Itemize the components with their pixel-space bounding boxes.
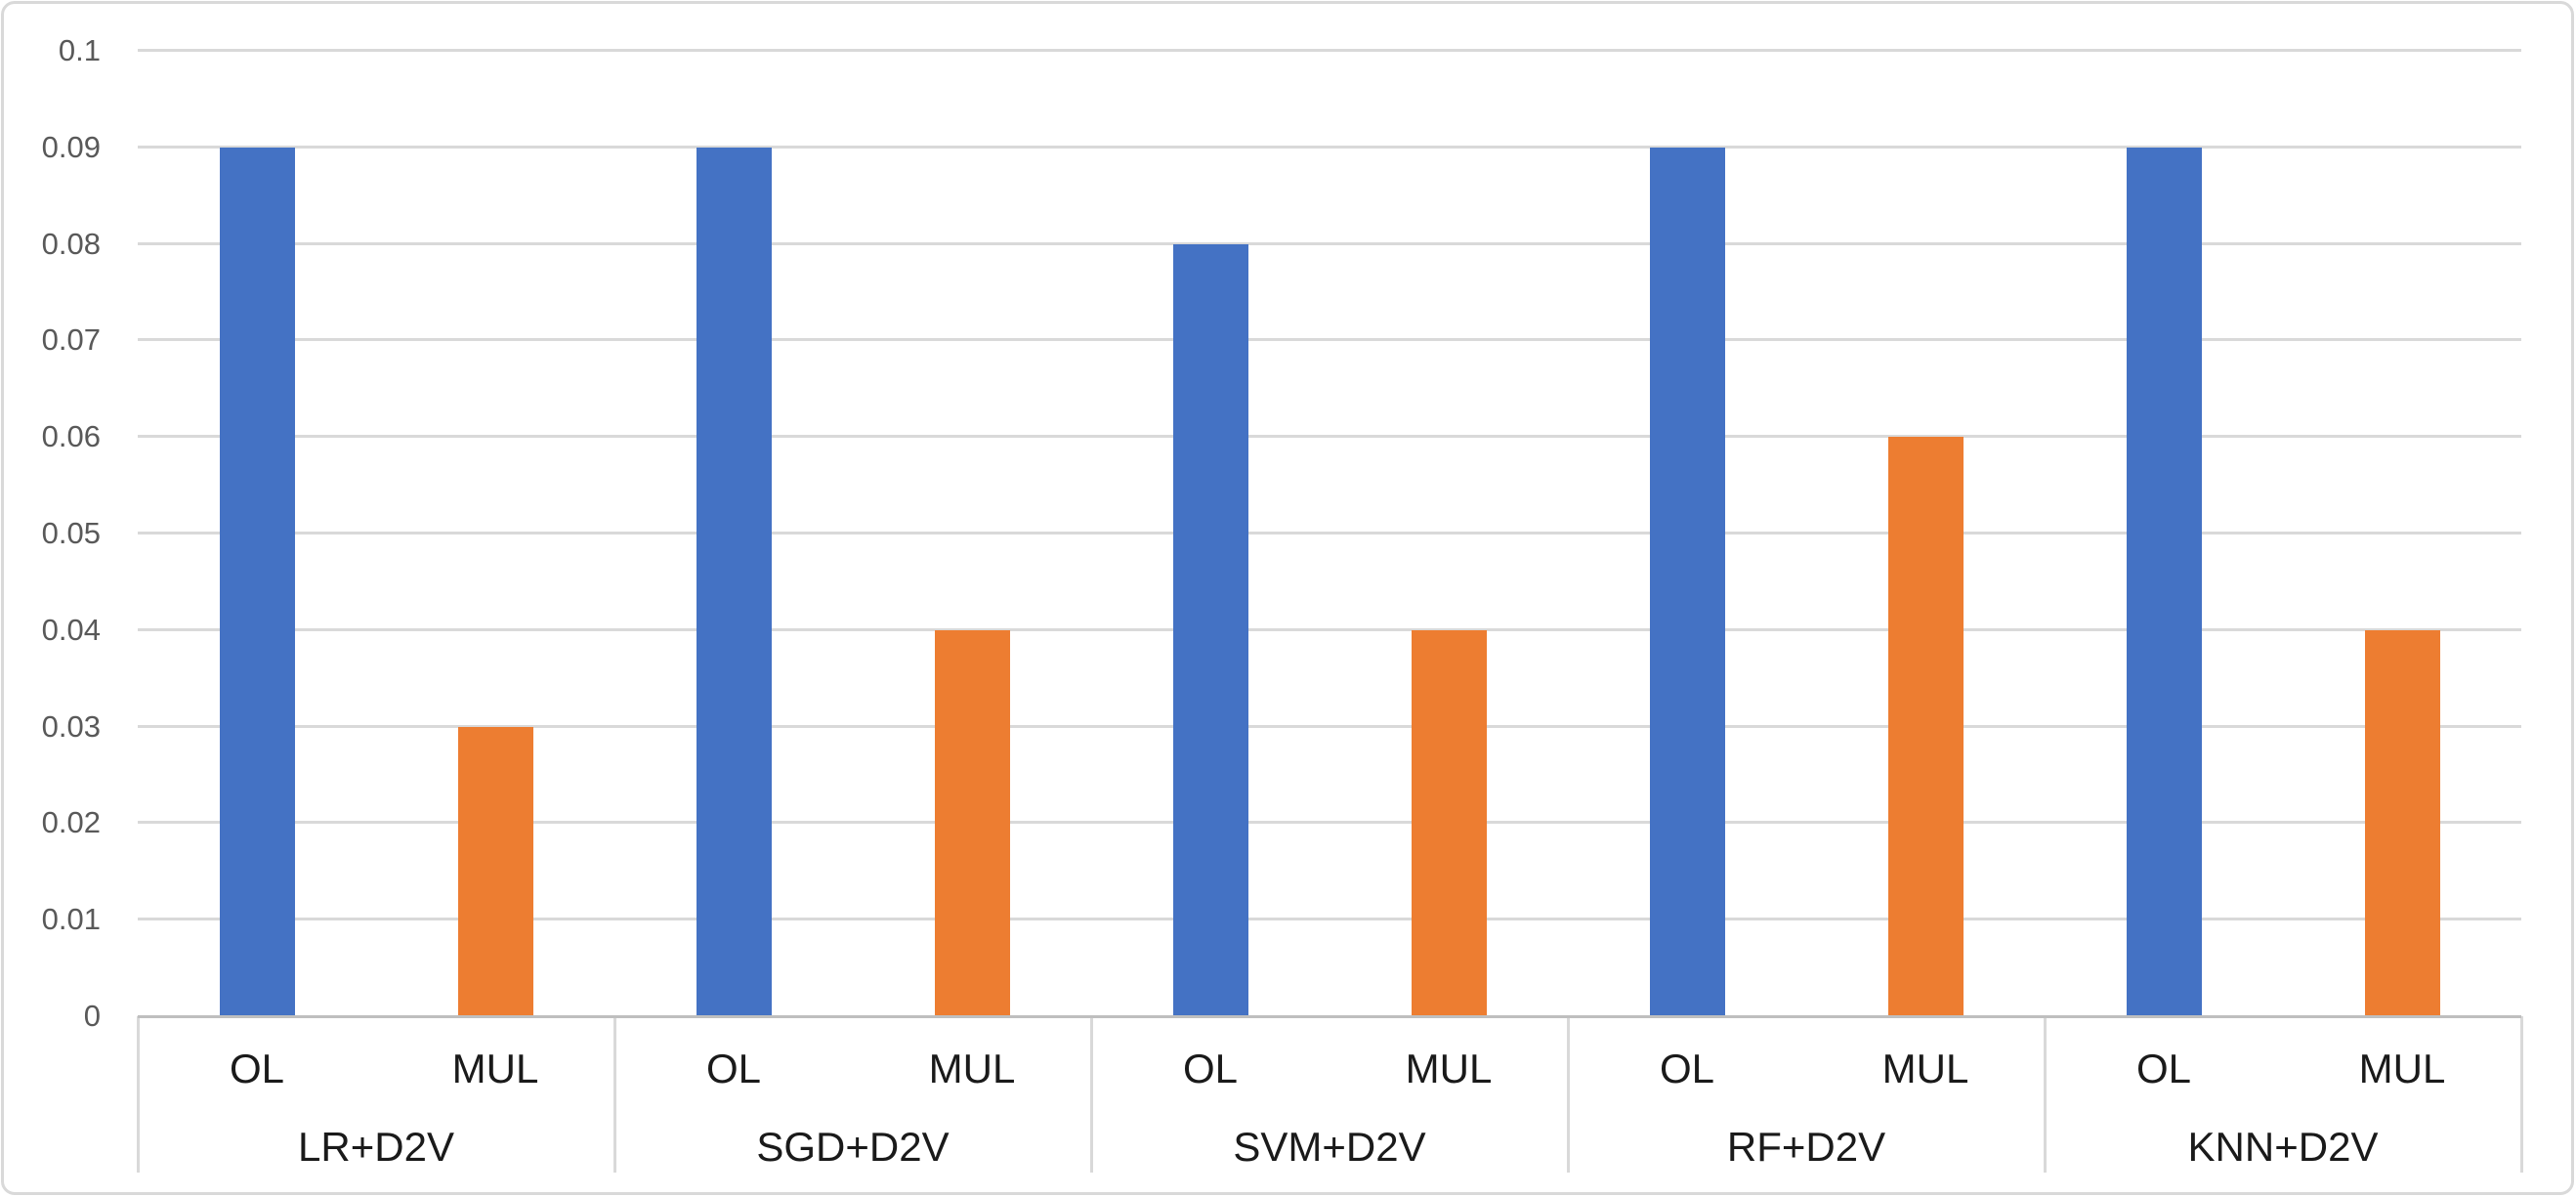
category-band-divider xyxy=(2520,1016,2523,1173)
group-category-label: KNN+D2V xyxy=(2187,1124,2379,1170)
sub-category-label: MUL xyxy=(1405,1046,1493,1091)
group-category-label: SVM+D2V xyxy=(1233,1124,1426,1170)
bar-knn-d2v-mul xyxy=(2364,629,2440,1016)
gridline xyxy=(138,724,2521,728)
gridline xyxy=(138,49,2521,52)
sub-category-label: OL xyxy=(229,1046,285,1091)
bar-sgd-d2v-mul xyxy=(934,629,1010,1016)
gridline xyxy=(138,145,2521,149)
sub-category-label: OL xyxy=(1659,1046,1715,1091)
y-axis-tick-label: 0 xyxy=(83,999,101,1033)
group-category-label: SGD+D2V xyxy=(756,1124,950,1170)
category-band-divider xyxy=(1567,1016,1570,1173)
y-axis-tick-label: 0.03 xyxy=(41,708,101,744)
sub-category-label: OL xyxy=(2135,1046,2192,1091)
bar-knn-d2v-ol xyxy=(2126,147,2202,1016)
y-axis-tick-label: 0.08 xyxy=(41,226,101,261)
gridline xyxy=(138,627,2521,631)
bar-lr-d2v-mul xyxy=(457,726,533,1016)
gridline xyxy=(138,821,2521,825)
sub-category-label: MUL xyxy=(451,1046,539,1091)
y-axis-tick-label: 0.01 xyxy=(41,902,101,937)
bar-svm-d2v-ol xyxy=(1172,243,1248,1016)
y-axis-tick-label: 0.02 xyxy=(41,805,101,840)
y-axis-tick-label: 0.06 xyxy=(41,419,101,454)
x-axis-line xyxy=(138,1015,2521,1018)
y-axis-tick-label: 0.09 xyxy=(41,129,101,164)
bar-lr-d2v-ol xyxy=(219,147,295,1016)
gridline xyxy=(138,338,2521,342)
group-category-label: LR+D2V xyxy=(298,1124,454,1170)
category-band-divider xyxy=(613,1016,616,1173)
bar-rf-d2v-mul xyxy=(1887,437,1964,1016)
gridline xyxy=(138,241,2521,245)
bar-svm-d2v-mul xyxy=(1411,629,1487,1016)
y-axis-tick-label: 0.05 xyxy=(41,516,101,550)
sub-category-label: MUL xyxy=(928,1046,1016,1091)
sub-category-label: MUL xyxy=(2358,1046,2446,1091)
gridline xyxy=(138,435,2521,439)
group-category-label: RF+D2V xyxy=(1726,1124,1886,1170)
y-axis-tick-label: 0.07 xyxy=(41,322,101,358)
sub-category-label: OL xyxy=(1182,1046,1239,1091)
category-band-divider xyxy=(1090,1016,1093,1173)
gridline xyxy=(138,918,2521,921)
sub-category-label: MUL xyxy=(1881,1046,1969,1091)
bar-sgd-d2v-ol xyxy=(696,147,772,1016)
category-band-divider xyxy=(2044,1016,2047,1173)
gridline xyxy=(138,532,2521,534)
y-axis-tick-label: 0.04 xyxy=(41,612,101,647)
sub-category-label: OL xyxy=(705,1046,762,1091)
bar-rf-d2v-ol xyxy=(1649,147,1725,1016)
y-axis-tick-label: 0.1 xyxy=(58,33,101,67)
category-band-divider xyxy=(137,1016,140,1173)
